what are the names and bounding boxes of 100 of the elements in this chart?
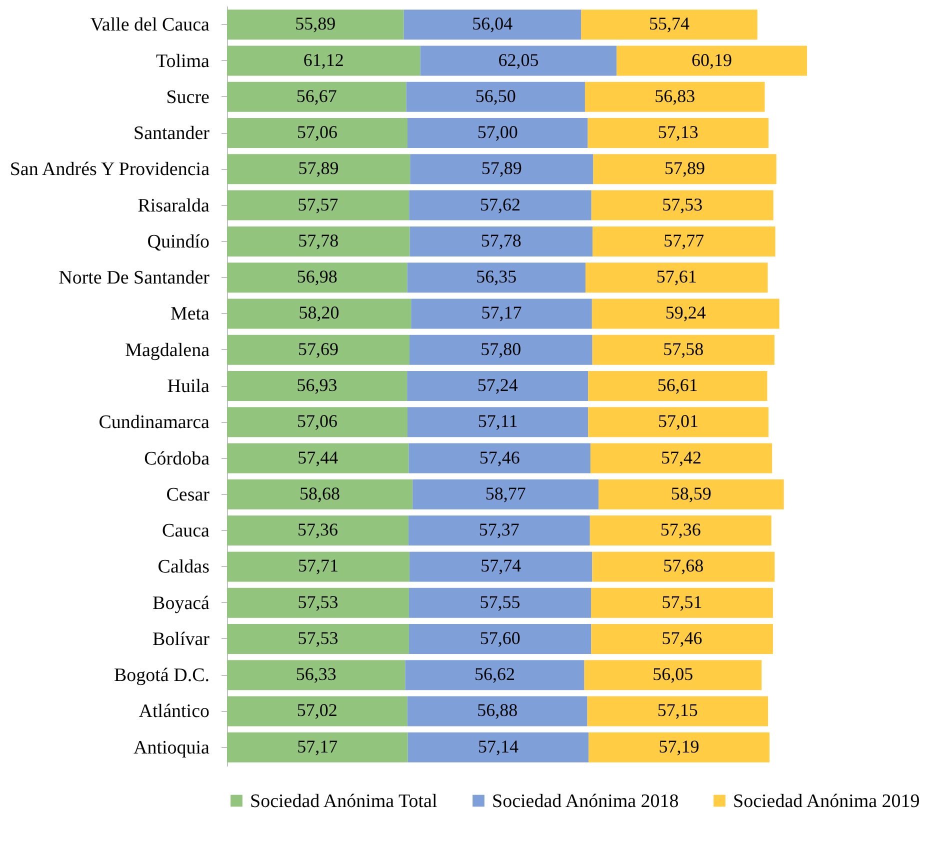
bar (227, 298, 412, 329)
data-label: 57,53 (298, 628, 338, 648)
legend-label: Sociedad Anónima 2018 (492, 790, 679, 812)
data-label: 59,24 (665, 302, 706, 323)
data-label: 56,04 (472, 14, 513, 34)
bar (407, 262, 586, 293)
bar (598, 479, 784, 510)
y-tick-label: Risaralda (138, 195, 210, 216)
data-label: 58,77 (485, 483, 526, 504)
data-label: 57,46 (479, 447, 520, 468)
bar (409, 190, 592, 220)
bar (407, 371, 588, 401)
bar (593, 154, 776, 184)
data-label: 56,98 (296, 266, 338, 287)
data-label: 57,01 (658, 411, 699, 432)
bar (588, 407, 768, 438)
data-label: 56,62 (474, 664, 515, 684)
data-label: 56,05 (652, 664, 694, 684)
bar (588, 732, 770, 762)
bar (227, 732, 408, 762)
bar (227, 624, 409, 654)
bar (405, 660, 584, 690)
data-label: 57,46 (662, 628, 702, 648)
data-label: 57,14 (478, 736, 518, 756)
bar (227, 82, 406, 112)
data-label: 57,44 (298, 447, 338, 468)
bar (227, 154, 410, 184)
data-label: 57,53 (298, 592, 338, 612)
data-label: 57,68 (663, 556, 704, 576)
data-label: 60,19 (692, 50, 732, 70)
y-tick-label: Bogotá D.C. (114, 665, 210, 686)
y-tick-label: Sucre (166, 86, 210, 108)
bar (408, 443, 590, 474)
data-label: 57,36 (297, 520, 338, 540)
legend-label: Sociedad Anónima 2019 (733, 790, 920, 812)
bar (592, 334, 774, 365)
bar (410, 226, 593, 256)
bar (227, 516, 408, 546)
data-label: 57,51 (662, 592, 702, 612)
data-label: 56,67 (296, 86, 337, 106)
data-label: 56,83 (654, 86, 696, 106)
bar (588, 371, 768, 401)
data-label: 57,00 (477, 122, 518, 142)
data-label: 57,17 (297, 736, 338, 756)
y-tick-label: Meta (170, 304, 210, 325)
y-tick-label: Magdalena (125, 340, 210, 361)
data-label: 57,53 (662, 194, 703, 214)
y-tick-label: Córdoba (144, 448, 210, 470)
data-label: 56,88 (477, 700, 518, 720)
bar (227, 371, 408, 401)
bar (592, 552, 775, 582)
data-label: 57,58 (663, 338, 704, 359)
data-label: 56,61 (657, 375, 698, 395)
data-label: 57,11 (478, 411, 518, 432)
bar (584, 82, 765, 112)
data-label: 57,13 (658, 122, 698, 142)
data-label: 55,89 (295, 14, 336, 34)
y-tick-label: Boyacá (152, 592, 210, 614)
data-label: 58,68 (300, 483, 340, 504)
data-label: 57,89 (481, 158, 522, 178)
y-tick-label: Cundinamarca (98, 412, 210, 434)
data-label: 55,74 (648, 14, 690, 34)
bar (227, 262, 408, 293)
data-label: 57,78 (480, 230, 522, 250)
data-label: 57,06 (296, 122, 338, 142)
y-tick-label: Cauca (162, 520, 210, 542)
bar (408, 516, 590, 546)
bar (616, 46, 807, 76)
y-tick-label: Santander (134, 123, 210, 144)
data-label: 57,57 (298, 194, 338, 214)
data-label: 57,77 (664, 230, 704, 250)
bar (227, 588, 409, 618)
data-label: 56,35 (476, 266, 517, 287)
bar (588, 118, 769, 148)
y-tick-label: Tolima (156, 50, 210, 72)
y-tick-label: Atlántico (138, 701, 210, 722)
bar (410, 154, 594, 184)
y-tick-label: Huila (167, 376, 210, 397)
bar (227, 479, 413, 510)
bar (592, 298, 780, 329)
data-label: 57,06 (296, 411, 338, 432)
bar (227, 334, 410, 365)
bar (408, 732, 589, 762)
y-tick-label: Cesar (166, 484, 210, 506)
bar (412, 479, 599, 510)
bar (590, 443, 772, 474)
y-tick-label: Antioquia (134, 737, 210, 758)
data-label: 57,36 (660, 520, 701, 540)
y-tick-label: Valle del Cauca (90, 14, 210, 36)
data-label: 57,19 (658, 736, 700, 756)
y-tick-label: San Andrés Y Providencia (10, 159, 210, 180)
bar (592, 226, 776, 256)
bar (411, 298, 592, 329)
data-label: 57,89 (664, 158, 706, 178)
bar (227, 407, 408, 438)
bar (409, 334, 592, 365)
bar (590, 516, 772, 546)
bar (227, 443, 409, 474)
bar (407, 118, 588, 148)
bar (591, 624, 773, 654)
